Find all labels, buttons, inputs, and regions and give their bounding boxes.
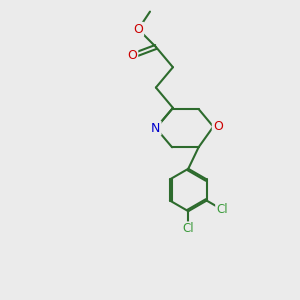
Text: O: O <box>133 23 143 36</box>
Text: Cl: Cl <box>182 222 194 235</box>
Text: Cl: Cl <box>216 203 228 216</box>
Text: O: O <box>213 120 223 133</box>
Text: N: N <box>151 122 160 135</box>
Text: O: O <box>128 49 137 62</box>
